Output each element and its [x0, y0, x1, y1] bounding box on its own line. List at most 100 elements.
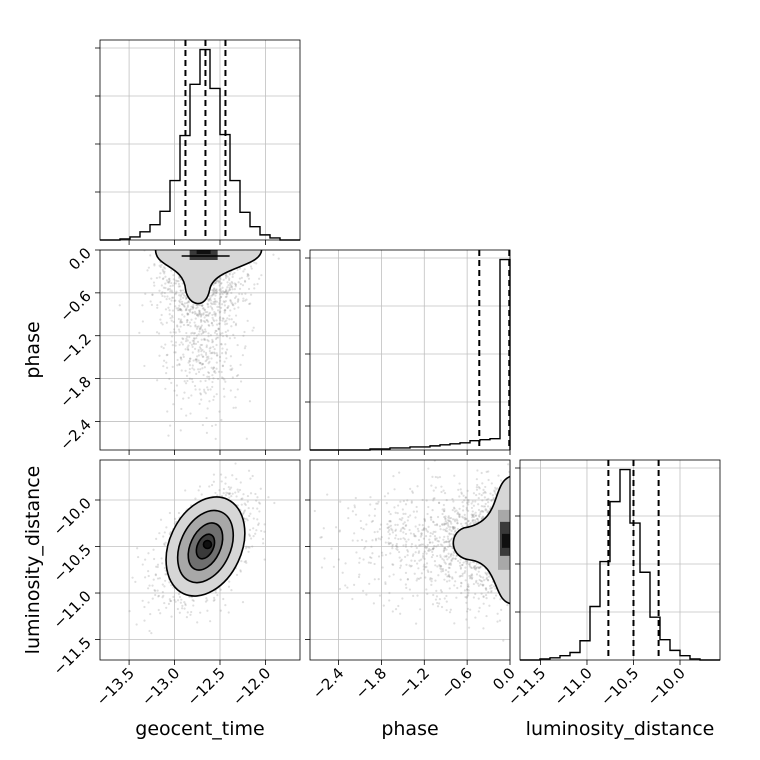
scatter-point — [477, 566, 481, 569]
scatter-point — [211, 341, 214, 344]
scatter-point — [192, 343, 196, 346]
scatter-point — [387, 541, 390, 544]
scatter-point — [215, 279, 218, 283]
scatter-point — [226, 281, 229, 284]
scatter-point — [218, 355, 222, 359]
scatter-point — [353, 583, 356, 586]
scatter-point — [462, 494, 465, 497]
scatter-point — [178, 363, 181, 366]
scatter-point — [451, 525, 455, 529]
scatter-point — [193, 310, 197, 313]
scatter-point — [373, 578, 376, 581]
scatter-point — [216, 279, 219, 282]
scatter-point — [259, 487, 262, 490]
scatter-point — [201, 423, 204, 427]
scatter-point — [428, 549, 431, 552]
scatter-point — [471, 576, 474, 579]
scatter-point — [228, 277, 231, 280]
scatter-point — [251, 329, 254, 332]
scatter-point — [455, 509, 458, 512]
scatter-point — [442, 538, 445, 541]
scatter-point — [214, 491, 217, 495]
scatter-point — [224, 289, 228, 293]
scatter-point — [451, 576, 454, 579]
scatter-point — [471, 513, 474, 516]
scatter-point — [189, 309, 192, 312]
scatter-point — [212, 366, 216, 369]
scatter-point — [460, 581, 463, 584]
scatter-point — [189, 357, 192, 360]
scatter-point — [231, 288, 234, 291]
scatter-point — [474, 564, 477, 568]
scatter-point — [432, 530, 435, 533]
scatter-point — [220, 306, 223, 309]
scatter-point — [360, 526, 363, 530]
x-tick-label: −11.0 — [551, 664, 596, 709]
scatter-point — [226, 293, 229, 296]
scatter-point — [404, 524, 407, 528]
scatter-point — [397, 504, 400, 507]
scatter-point — [171, 309, 175, 312]
scatter-point — [219, 288, 222, 291]
scatter-point — [166, 366, 169, 369]
scatter-point — [368, 514, 371, 517]
scatter-point — [207, 332, 210, 335]
scatter-point — [229, 368, 232, 371]
scatter-point — [155, 537, 158, 540]
scatter-point — [184, 297, 188, 301]
scatter-point — [445, 499, 448, 502]
scatter-point — [180, 598, 183, 601]
scatter-point — [146, 269, 149, 272]
scatter-point — [365, 593, 368, 596]
scatter-point — [445, 540, 449, 544]
scatter-point — [452, 554, 455, 557]
scatter-point — [230, 291, 233, 295]
scatter-point — [482, 627, 485, 630]
scatter-point — [439, 528, 442, 531]
scatter-point — [224, 476, 227, 479]
scatter-point — [237, 306, 240, 309]
scatter-point — [149, 612, 152, 616]
scatter-point — [448, 611, 452, 614]
scatter-point — [341, 571, 344, 574]
scatter-point — [486, 578, 490, 582]
scatter-point — [228, 282, 232, 285]
scatter-point — [183, 315, 186, 318]
scatter-point — [196, 306, 199, 309]
scatter-point — [240, 497, 243, 501]
scatter-point — [323, 557, 326, 560]
scatter-point — [207, 355, 210, 358]
scatter-point — [446, 519, 450, 522]
scatter-point — [437, 574, 440, 577]
scatter-point — [394, 608, 398, 611]
scatter-point — [390, 527, 393, 530]
scatter-point — [251, 507, 255, 510]
scatter-point — [449, 608, 452, 611]
scatter-point — [156, 589, 159, 592]
scatter-point — [219, 609, 222, 612]
scatter-point — [461, 525, 464, 528]
scatter-point — [168, 377, 171, 381]
scatter-point — [202, 373, 205, 377]
scatter-point — [165, 371, 168, 375]
scatter-point — [224, 604, 227, 607]
scatter-point — [156, 379, 159, 382]
x-tick-label: −10.0 — [644, 664, 689, 709]
scatter-point — [449, 526, 452, 529]
scatter-point — [173, 351, 176, 354]
scatter-point — [173, 598, 176, 602]
scatter-point — [376, 502, 379, 505]
scatter-point — [188, 310, 192, 313]
scatter-point — [426, 530, 429, 533]
scatter-point — [262, 542, 265, 545]
scatter-point — [338, 529, 341, 532]
scatter-point — [217, 281, 220, 284]
scatter-point — [490, 583, 493, 587]
scatter-point — [189, 357, 192, 360]
scatter-point — [478, 574, 481, 577]
scatter-point — [180, 341, 183, 344]
scatter-point — [417, 550, 421, 553]
scatter-point — [431, 509, 434, 512]
scatter-point — [174, 331, 177, 334]
scatter-point — [178, 343, 181, 346]
